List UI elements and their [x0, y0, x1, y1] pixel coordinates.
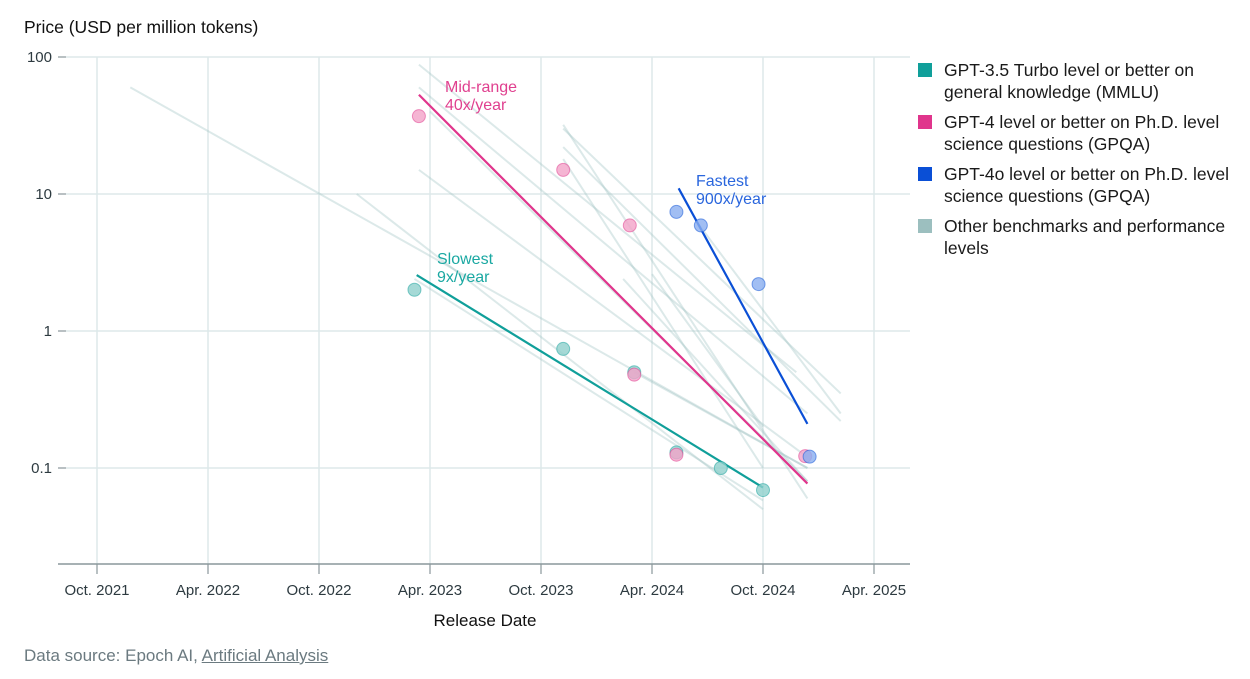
- artificial-analysis-link[interactable]: Artificial Analysis: [201, 646, 329, 665]
- x-tick-label: Oct. 2022: [286, 582, 351, 599]
- gpqa-gpt4o-point: [751, 277, 766, 292]
- mmlu-point: [713, 461, 728, 475]
- gpqa-gpt4-point: [627, 367, 642, 382]
- y-axis-title: Price (USD per million tokens): [24, 17, 259, 37]
- gpqa-gpt4-point: [622, 218, 637, 233]
- gpqa-gpt4-point: [556, 162, 571, 177]
- other-benchmark-trend-line: [651, 273, 764, 428]
- legend-swatch-teal: [918, 63, 932, 77]
- legend-label: Other benchmarks and performance levels: [944, 216, 1226, 258]
- grid: [66, 56, 910, 564]
- x-tick-label: Apr. 2024: [620, 582, 684, 599]
- gpqa-gpt4o-point: [693, 218, 708, 233]
- y-tick-label: 1: [44, 323, 52, 340]
- other-benchmark-trend-line: [418, 86, 809, 415]
- other-benchmark-trend-line: [562, 127, 842, 395]
- mmlu-trend-line: [416, 274, 764, 489]
- x-tick-label: Oct. 2021: [64, 582, 129, 599]
- legend-swatch-blue: [918, 167, 932, 181]
- data-points: [407, 109, 817, 498]
- gpt4-trend-line: [418, 93, 809, 485]
- other-benchmark-trend-line: [129, 86, 808, 469]
- other-benchmark-trend-line: [418, 169, 808, 458]
- x-tick-label: Oct. 2024: [730, 582, 795, 599]
- legend-swatch-pink: [918, 115, 932, 129]
- other-trend-lines: [129, 63, 842, 511]
- other-benchmark-trend-line: [633, 371, 808, 469]
- other-benchmark-trend-line: [622, 278, 809, 482]
- other-benchmark-trend-line: [562, 146, 842, 422]
- other-benchmark-trend-line: [413, 278, 764, 502]
- mid-range-annotation-title: Mid-range: [445, 79, 517, 96]
- other-benchmark-trend-line: [418, 63, 797, 374]
- x-tick-label: Oct. 2023: [508, 582, 573, 599]
- gpqa-gpt4-point: [411, 109, 426, 124]
- legend-item: GPT-4 level or better on Ph.D. level sci…: [918, 111, 1248, 155]
- y-tick-label: 10: [35, 186, 52, 203]
- axes: 100 10 1 0.1 Oct. 2021 Apr. 2022 Oct. 2022 Apr.…: [27, 49, 910, 630]
- other-benchmark-trend-line: [562, 124, 809, 499]
- legend-label: GPT-4o level or better on Ph.D. level sc…: [944, 164, 1229, 206]
- slowest-annotation-title: Slowest: [437, 251, 494, 268]
- gpqa-gpt4o-point: [802, 449, 817, 464]
- legend: GPT-3.5 Turbo level or better on general…: [918, 59, 1248, 267]
- chart-plot: 100 10 1 0.1 Oct. 2021 Apr. 2022 Oct. 2022 Apr.…: [27, 49, 910, 630]
- legend-item: Other benchmarks and performance levels: [918, 215, 1248, 259]
- mmlu-point: [756, 483, 770, 498]
- x-tick-label: Apr. 2023: [398, 582, 462, 599]
- data-source-text: Data source: Epoch AI,: [24, 646, 202, 665]
- mmlu-point: [556, 341, 571, 356]
- mid-range-annotation-rate: 40x/year: [445, 97, 507, 114]
- data-source-footer: Data source: Epoch AI, Artificial Analys…: [24, 646, 328, 666]
- legend-label: GPT-3.5 Turbo level or better on general…: [944, 60, 1194, 102]
- y-tick-label: 100: [27, 49, 52, 66]
- y-tick-label: 0.1: [31, 460, 52, 477]
- x-axis-title: Release Date: [433, 611, 536, 630]
- gpqa-gpt4o-point: [669, 204, 684, 219]
- legend-label: GPT-4 level or better on Ph.D. level sci…: [944, 112, 1220, 154]
- x-tick-label: Apr. 2022: [176, 582, 240, 599]
- x-tick-label: Apr. 2025: [842, 582, 906, 599]
- slowest-annotation-rate: 9x/year: [437, 269, 490, 286]
- fastest-annotation-rate: 900x/year: [696, 191, 767, 208]
- mmlu-point: [407, 282, 422, 297]
- other-benchmark-trend-line: [697, 223, 842, 415]
- legend-item: GPT-3.5 Turbo level or better on general…: [918, 59, 1248, 103]
- fastest-annotation-title: Fastest: [696, 173, 749, 190]
- legend-item: GPT-4o level or better on Ph.D. level sc…: [918, 163, 1248, 207]
- other-benchmark-trend-line: [562, 158, 764, 469]
- legend-swatch-gray: [918, 219, 932, 233]
- gpqa-gpt4-point: [669, 447, 684, 462]
